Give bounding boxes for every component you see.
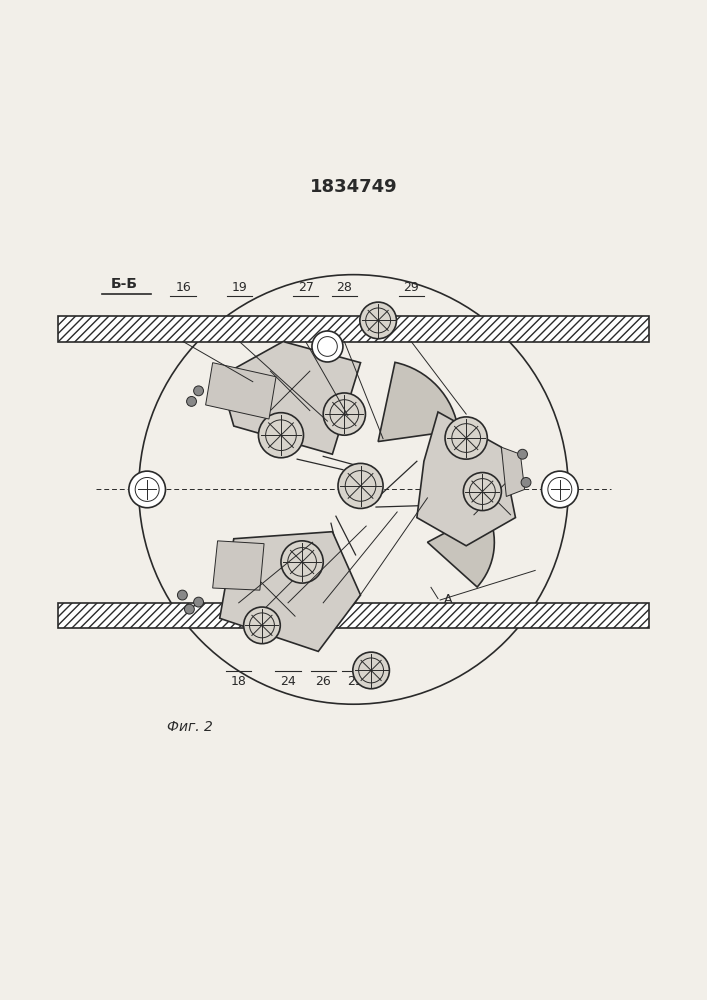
Text: 29: 29 [404, 281, 419, 294]
Text: 19: 19 [231, 281, 247, 294]
Circle shape [194, 597, 204, 607]
Text: 18: 18 [230, 675, 247, 688]
Polygon shape [220, 342, 361, 454]
Circle shape [323, 393, 366, 435]
Circle shape [259, 413, 303, 458]
Circle shape [312, 331, 343, 362]
Text: 1834749: 1834749 [310, 178, 397, 196]
Wedge shape [250, 558, 320, 632]
Circle shape [338, 463, 383, 508]
Text: 28: 28 [337, 281, 352, 294]
Bar [58, 316, 649, 342]
Text: Б-Б: Б-Б [111, 277, 138, 291]
Wedge shape [378, 362, 458, 442]
Text: A: A [443, 593, 452, 606]
Circle shape [281, 541, 323, 583]
Polygon shape [213, 541, 264, 590]
Text: 24: 24 [280, 675, 296, 688]
Text: 26: 26 [315, 675, 331, 688]
Circle shape [244, 607, 280, 644]
Circle shape [187, 396, 197, 406]
Circle shape [463, 473, 501, 511]
Wedge shape [428, 511, 494, 587]
Bar [58, 603, 649, 628]
Polygon shape [206, 363, 276, 419]
Circle shape [445, 417, 487, 459]
Text: 16: 16 [175, 281, 191, 294]
Circle shape [185, 604, 194, 614]
Circle shape [194, 386, 204, 396]
Circle shape [353, 652, 390, 689]
Polygon shape [417, 412, 515, 546]
Circle shape [177, 590, 187, 600]
Text: Фиг. 2: Фиг. 2 [167, 720, 213, 734]
Text: 27: 27 [298, 281, 313, 294]
Polygon shape [501, 447, 525, 496]
Polygon shape [220, 532, 361, 651]
Circle shape [518, 449, 527, 459]
Circle shape [521, 477, 531, 487]
Circle shape [129, 471, 165, 508]
Text: 25: 25 [347, 675, 363, 688]
Circle shape [360, 302, 397, 339]
Circle shape [542, 471, 578, 508]
